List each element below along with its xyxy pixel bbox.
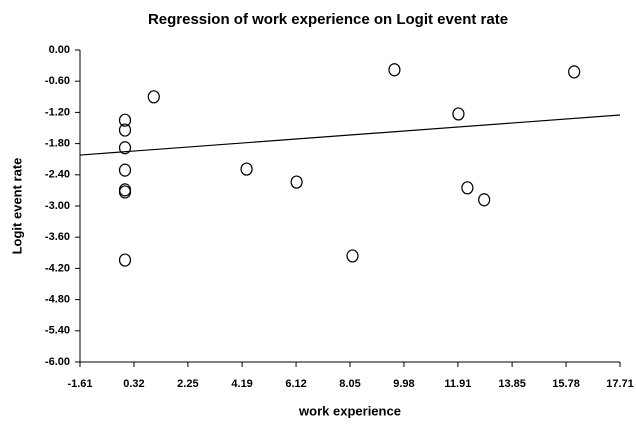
y-axis-label: Logit event rate [9,158,24,255]
point [118,113,132,127]
point [240,162,253,176]
y-tick-label: -3.60 [45,231,70,243]
x-tick-label: 13.85 [498,378,526,390]
y-tick-label: -2.40 [45,169,70,181]
point [118,163,132,177]
chart-title: Regression of work experience on Logit e… [148,11,508,28]
point [346,249,359,263]
y-tick-label: -5.40 [45,325,70,337]
x-tick-label: 2.25 [177,378,198,390]
x-tick-label: 6.12 [285,378,306,390]
y-tick-label: -1.80 [45,138,70,150]
x-tick-label: 9.98 [393,378,414,390]
point [147,90,160,104]
y-tick-label: -6.00 [45,356,70,368]
y-tick-label: -1.20 [45,106,70,118]
x-tick-label: 11.91 [444,378,471,390]
x-axis-label: work experience [298,403,401,418]
x-tick-label: -1.61 [67,378,92,390]
point [452,107,465,121]
y-tick-label: 0.00 [49,44,70,56]
x-tick-label: 4.19 [231,378,252,390]
point [290,175,303,189]
x-tick-label: 15.78 [552,378,580,390]
x-tick-label: 17.71 [606,378,634,390]
fit-line [79,114,621,156]
point [478,193,491,207]
point [388,63,401,77]
point [118,123,132,137]
x-tick-label: 0.32 [123,378,144,390]
y-tick-label: -0.60 [45,75,70,87]
point [118,141,132,155]
y-tick-label: -3.00 [45,200,70,212]
point [118,185,132,199]
point [118,253,132,267]
point [568,65,581,79]
point [461,181,474,195]
y-tick-label: -4.80 [45,294,70,306]
x-tick-label: 8.05 [339,378,360,390]
y-tick-label: -4.20 [45,262,70,274]
